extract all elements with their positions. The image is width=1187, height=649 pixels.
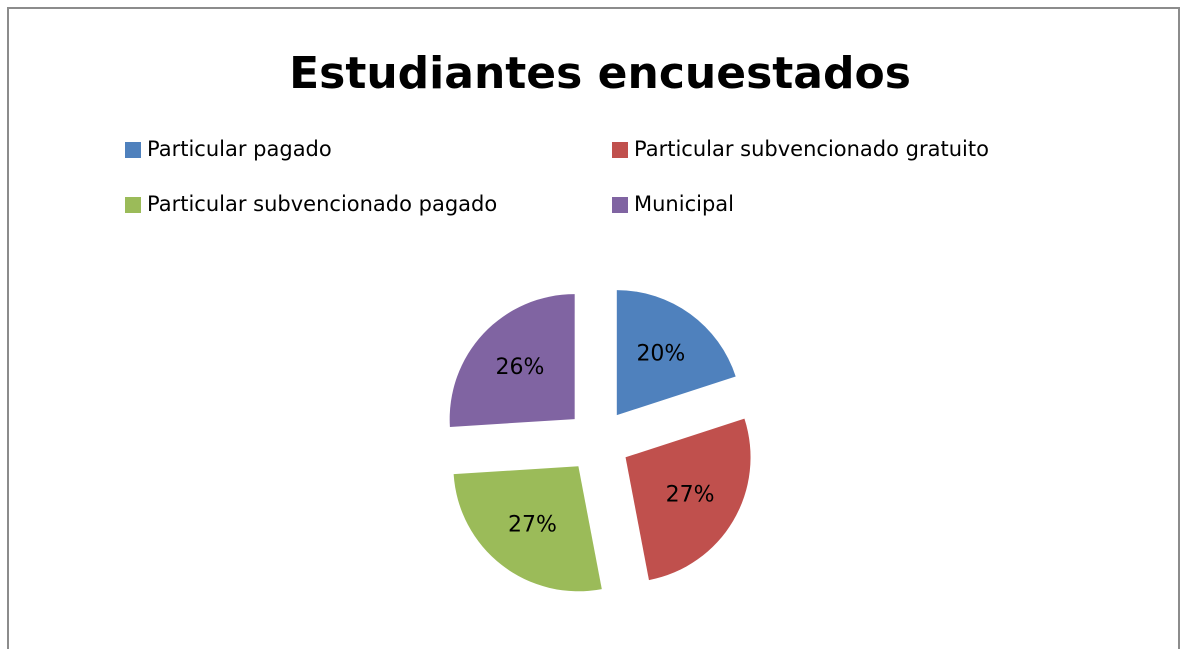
slice-label: 20% — [636, 341, 685, 366]
legend-label: Particular subvencionado gratuito — [634, 137, 989, 161]
pie-slice — [453, 466, 602, 592]
slice-label: 27% — [666, 482, 715, 507]
legend-swatch — [125, 142, 141, 158]
chart-frame — [7, 7, 1180, 649]
pie-slice — [616, 290, 736, 416]
legend-swatch — [612, 197, 628, 213]
pie-slice — [625, 418, 751, 581]
legend-swatch — [612, 142, 628, 158]
legend-label: Municipal — [634, 192, 734, 216]
slice-label: 27% — [508, 513, 557, 538]
slice-label: 26% — [496, 355, 545, 380]
pie-slice — [449, 294, 575, 427]
chart-title: Estudiantes encuestados — [289, 48, 911, 99]
legend-label: Particular pagado — [147, 137, 332, 161]
legend-label: Particular subvencionado pagado — [147, 192, 497, 216]
legend-swatch — [125, 197, 141, 213]
